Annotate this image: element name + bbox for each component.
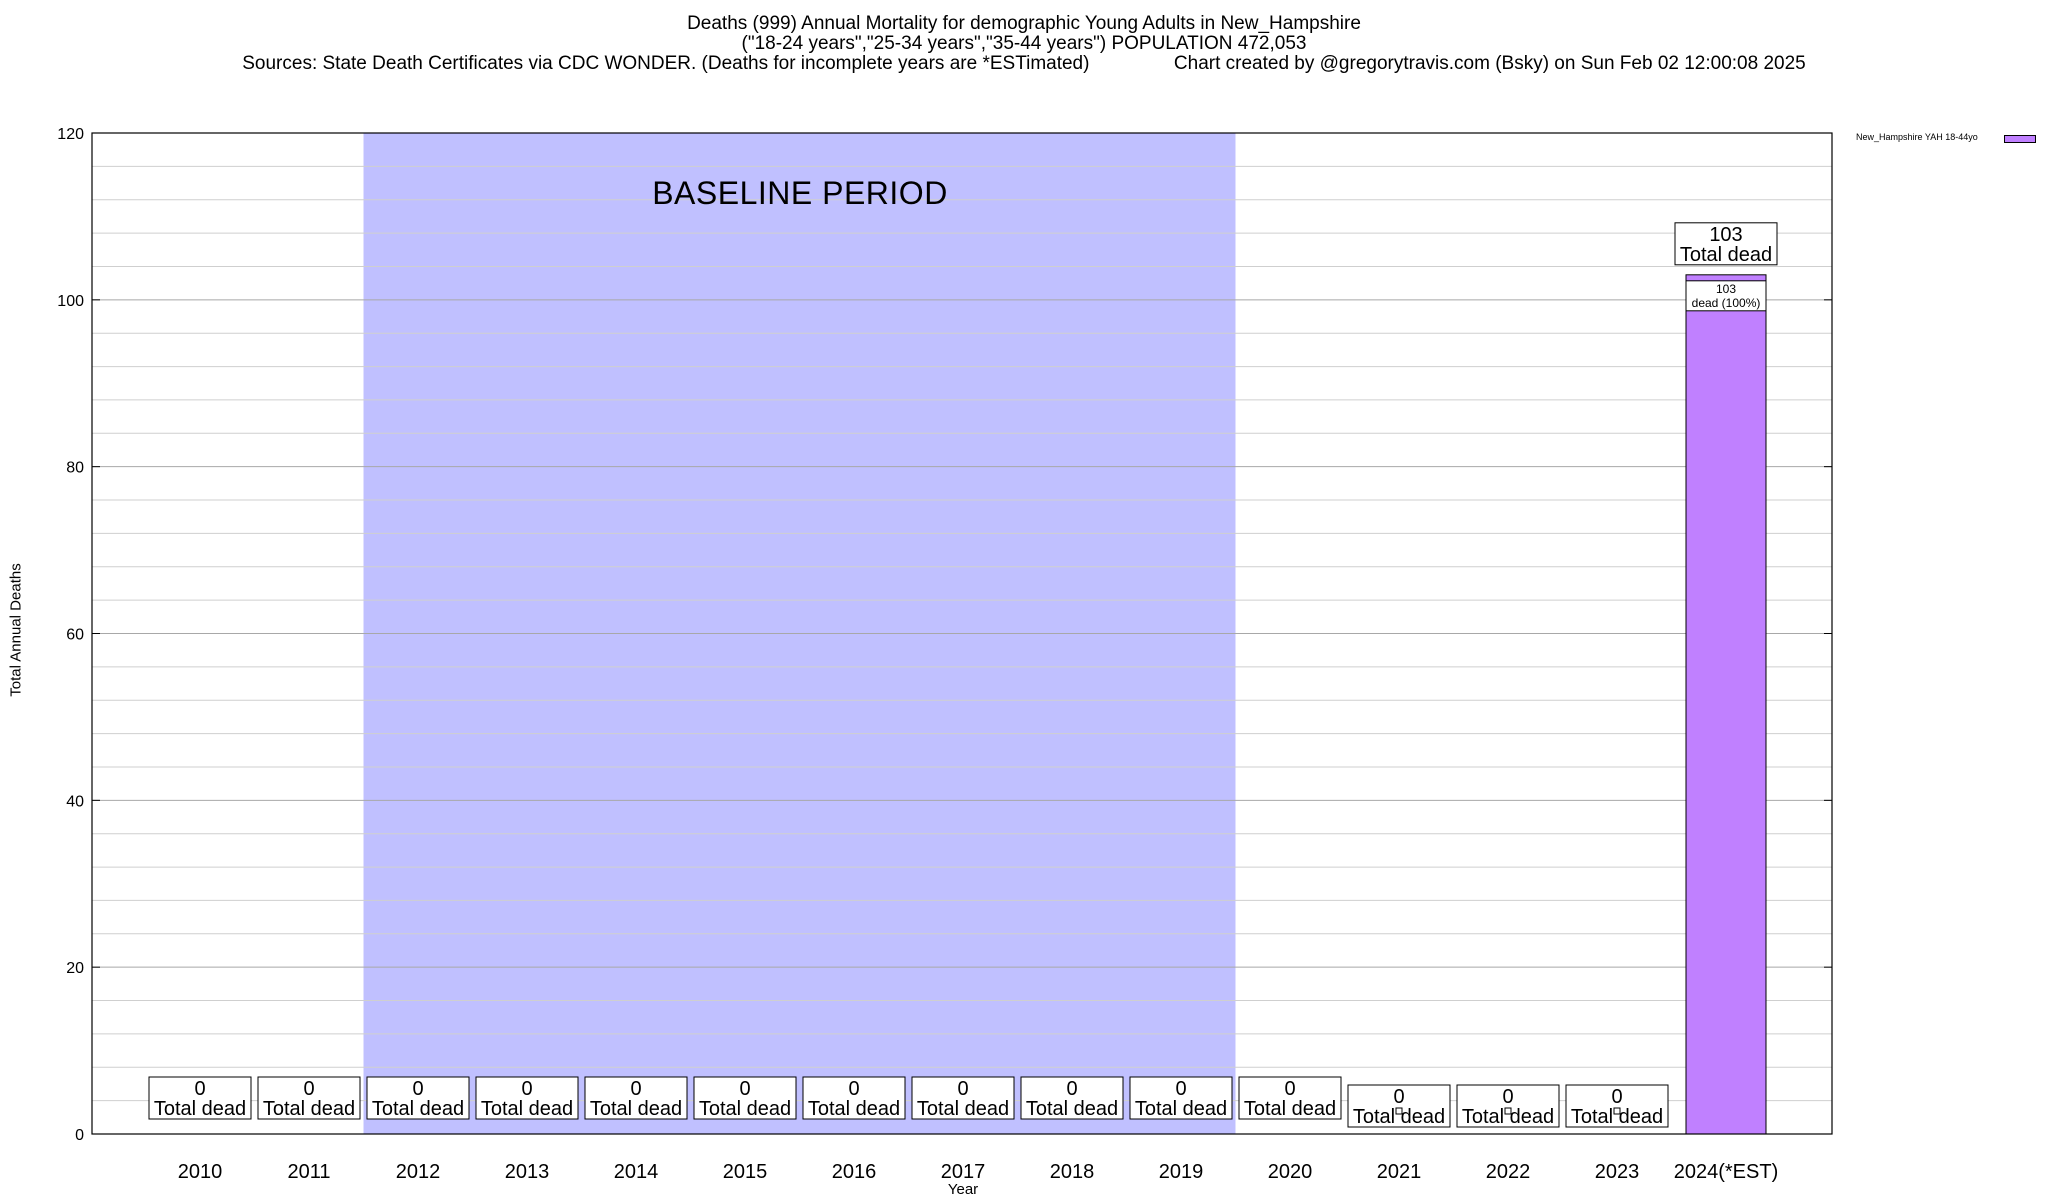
x-tick-label: 2022 bbox=[1486, 1161, 1531, 1183]
inner-label-box bbox=[1685, 280, 1767, 312]
total-label-box bbox=[693, 1076, 797, 1120]
total-label-value: 0 bbox=[1175, 1078, 1186, 1100]
total-label-box bbox=[1129, 1076, 1233, 1120]
x-tick-label: 2019 bbox=[1159, 1161, 1204, 1183]
total-label-box bbox=[584, 1076, 688, 1120]
total-label-text: Total dead bbox=[699, 1098, 791, 1120]
bar bbox=[1685, 274, 1767, 1135]
chart-title: Deaths (999) Annual Mortality for demogr… bbox=[687, 13, 1361, 34]
x-tick-label: 2021 bbox=[1377, 1161, 1422, 1183]
x-tick-label: 2012 bbox=[396, 1161, 441, 1183]
x-tick-label: 2017 bbox=[941, 1161, 986, 1183]
x-tick-label: 2013 bbox=[505, 1161, 550, 1183]
total-label-value: 0 bbox=[957, 1078, 968, 1100]
inner-label-text: dead (100%) bbox=[1692, 296, 1761, 310]
total-label-box bbox=[1456, 1084, 1560, 1128]
total-label-value: 0 bbox=[848, 1078, 859, 1100]
total-label-text: Total dead bbox=[154, 1098, 246, 1120]
total-label-text: Total dead bbox=[1353, 1106, 1445, 1128]
baseline-period-label: BASELINE PERIOD bbox=[652, 175, 948, 211]
total-label-value: 0 bbox=[1611, 1086, 1622, 1108]
zero-marker bbox=[1395, 1107, 1403, 1115]
total-label-text: Total dead bbox=[1680, 244, 1772, 266]
total-label-box bbox=[911, 1076, 1015, 1120]
total-label-box bbox=[148, 1076, 252, 1120]
total-label-text: Total dead bbox=[1462, 1106, 1554, 1128]
x-axis-label: Year bbox=[947, 1181, 979, 1198]
y-tick-label: 60 bbox=[66, 627, 84, 644]
y-tick-label: 120 bbox=[57, 126, 84, 143]
total-label-text: Total dead bbox=[1026, 1098, 1118, 1120]
total-label-box bbox=[1238, 1076, 1342, 1120]
bars bbox=[1685, 274, 1767, 1135]
chart-source-line: Sources: State Death Certificates via CD… bbox=[242, 53, 1806, 74]
total-label-value: 0 bbox=[739, 1078, 750, 1100]
y-tick-label: 100 bbox=[57, 293, 84, 310]
x-tick-label: 2020 bbox=[1268, 1161, 1313, 1183]
legend-swatch bbox=[2004, 135, 2036, 143]
x-tick-label: 2016 bbox=[832, 1161, 877, 1183]
y-tick-label: 80 bbox=[66, 460, 84, 477]
total-label-box bbox=[1347, 1084, 1451, 1128]
total-label-text: Total dead bbox=[808, 1098, 900, 1120]
total-label-value: 0 bbox=[303, 1078, 314, 1100]
chart-subtitle: ("18-24 years","25-34 years","35-44 year… bbox=[741, 33, 1307, 54]
x-tick-label: 2010 bbox=[178, 1161, 223, 1183]
x-tick-label: 2011 bbox=[287, 1161, 330, 1183]
y-tick-label: 20 bbox=[66, 960, 84, 977]
legend-entry-label: New_Hampshire YAH 18-44yo bbox=[1856, 132, 1978, 142]
y-tick-label: 40 bbox=[66, 793, 84, 810]
total-label-box bbox=[475, 1076, 579, 1120]
x-tick-label: 2024(*EST) bbox=[1674, 1161, 1779, 1183]
total-label-box bbox=[1674, 222, 1778, 266]
total-label-value: 0 bbox=[412, 1078, 423, 1100]
x-tick-label: 2018 bbox=[1050, 1161, 1095, 1183]
total-label-value: 0 bbox=[1502, 1086, 1513, 1108]
total-label-value: 0 bbox=[194, 1078, 205, 1100]
total-label-text: Total dead bbox=[481, 1098, 573, 1120]
axes: 0 20 40 60 80 100 120 2010 2011 2012 2013 2014 2015 2… bbox=[57, 126, 1833, 1183]
total-label-value: 0 bbox=[1393, 1086, 1404, 1108]
y-axis-label: Total Annual Deaths bbox=[7, 563, 25, 697]
inner-label-value: 103 bbox=[1716, 282, 1736, 296]
total-label-box bbox=[257, 1076, 361, 1120]
total-label-value: 0 bbox=[1066, 1078, 1077, 1100]
total-label-text: Total dead bbox=[917, 1098, 1009, 1120]
total-label-text: Total dead bbox=[1135, 1098, 1227, 1120]
total-label-box bbox=[1565, 1084, 1669, 1128]
total-label-value: 0 bbox=[1284, 1078, 1295, 1100]
grid-lines bbox=[92, 165, 1832, 1102]
total-label-value: 0 bbox=[521, 1078, 532, 1100]
total-label-text: Total dead bbox=[372, 1098, 464, 1120]
total-label-text: Total dead bbox=[1571, 1106, 1663, 1128]
zero-marker bbox=[1613, 1107, 1621, 1115]
total-label-text: Total dead bbox=[1244, 1098, 1336, 1120]
x-tick-label: 2015 bbox=[723, 1161, 768, 1183]
total-label-text: Total dead bbox=[590, 1098, 682, 1120]
total-label-box bbox=[802, 1076, 906, 1120]
y-tick-label: 0 bbox=[75, 1127, 84, 1144]
total-label-box bbox=[366, 1076, 470, 1120]
x-tick-label: 2014 bbox=[614, 1161, 659, 1183]
zero-marker bbox=[1504, 1107, 1512, 1115]
total-label-value: 0 bbox=[630, 1078, 641, 1100]
x-tick-label: 2023 bbox=[1595, 1161, 1640, 1183]
total-label-value: 103 bbox=[1709, 224, 1742, 246]
total-label-text: Total dead bbox=[263, 1098, 355, 1120]
total-label-box bbox=[1020, 1076, 1124, 1120]
